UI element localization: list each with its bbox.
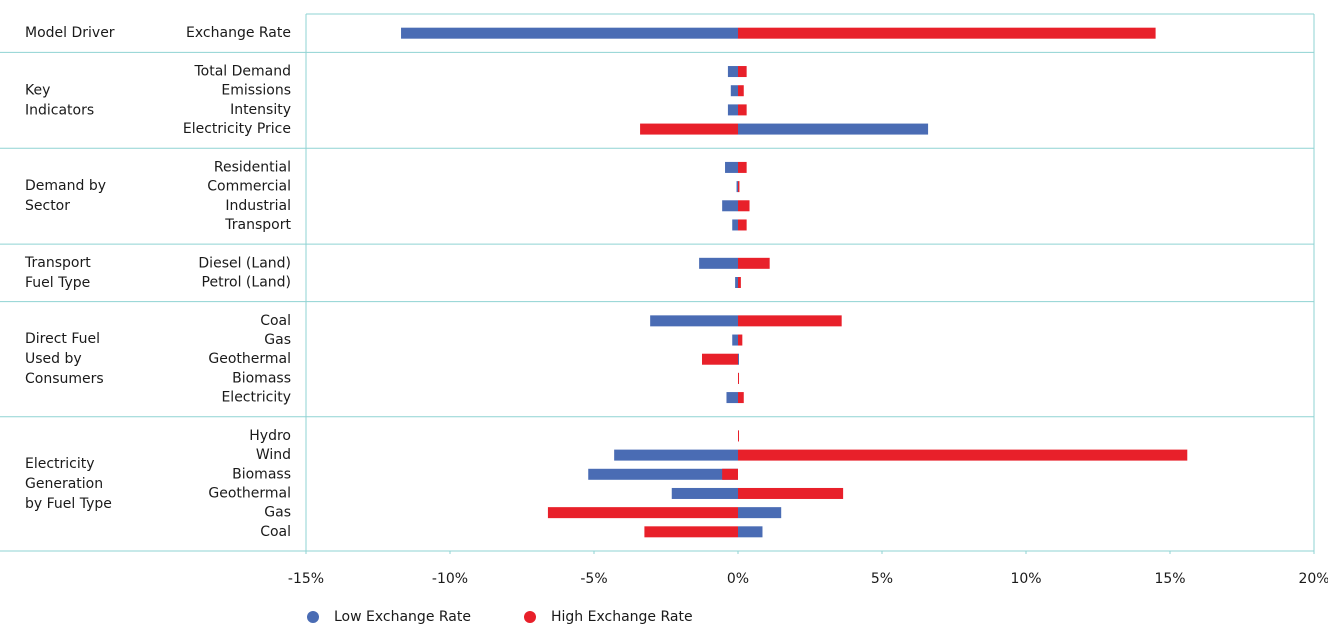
x-tick-label: -15% <box>288 571 324 587</box>
category-label: Gas <box>264 332 291 348</box>
bar <box>738 181 740 193</box>
legend-marker <box>307 611 319 623</box>
bar <box>738 104 747 116</box>
category-label: Electricity <box>221 390 291 406</box>
bar <box>722 200 738 212</box>
bar <box>644 526 738 538</box>
group-label: Used by <box>25 351 82 367</box>
bar <box>640 123 738 135</box>
bar <box>738 315 842 327</box>
bar <box>650 315 738 327</box>
category-label: Biomass <box>232 370 291 386</box>
bar <box>732 219 738 231</box>
category-label: Coal <box>260 313 291 329</box>
category-label: Intensity <box>230 102 291 118</box>
bar <box>722 468 738 480</box>
group-label: Indicators <box>25 102 94 118</box>
bar <box>738 353 739 365</box>
x-tick-label: 10% <box>1010 571 1041 587</box>
bar <box>738 257 770 269</box>
bar <box>725 161 738 173</box>
bar <box>738 161 747 173</box>
group-label: Generation <box>25 476 103 492</box>
bar <box>727 66 738 78</box>
category-label: Biomass <box>232 466 291 482</box>
bar <box>738 507 782 519</box>
bar <box>738 430 739 442</box>
category-label: Residential <box>214 159 291 175</box>
bar <box>738 449 1188 461</box>
group-label: Fuel Type <box>25 275 90 291</box>
category-label: Diesel (Land) <box>198 255 291 271</box>
group-label: Sector <box>25 198 70 214</box>
bar <box>738 372 739 384</box>
group-label: Electricity <box>25 456 95 472</box>
bar <box>738 123 929 135</box>
bar <box>671 487 738 499</box>
bar <box>699 257 738 269</box>
x-tick-label: -5% <box>580 571 607 587</box>
category-label: Petrol (Land) <box>202 275 291 291</box>
bar <box>738 27 1156 39</box>
x-tick-label: 15% <box>1154 571 1185 587</box>
bar <box>730 85 738 97</box>
bar <box>736 181 738 193</box>
category-label: Electricity Price <box>183 121 291 137</box>
bar <box>614 449 738 461</box>
group-label: Key <box>25 82 50 98</box>
category-label: Hydro <box>249 428 291 444</box>
group-label: by Fuel Type <box>25 496 112 512</box>
category-label: Coal <box>260 524 291 540</box>
bar <box>738 85 744 97</box>
category-label: Emissions <box>221 83 291 99</box>
x-tick-label: 20% <box>1298 571 1328 587</box>
group-label: Consumers <box>25 371 104 387</box>
legend-label: High Exchange Rate <box>551 609 693 624</box>
bar <box>588 468 738 480</box>
bar <box>738 277 741 288</box>
category-label: Gas <box>264 505 291 521</box>
legend-label: Low Exchange Rate <box>334 609 471 624</box>
bar <box>735 277 738 288</box>
bar <box>738 66 747 78</box>
category-label: Geothermal <box>208 351 291 367</box>
bar <box>726 392 738 404</box>
category-label: Transport <box>224 217 291 233</box>
x-tick-label: 5% <box>871 571 893 587</box>
group-label: Model Driver <box>25 25 115 41</box>
category-label: Exchange Rate <box>186 25 291 41</box>
bar <box>738 334 743 346</box>
category-label: Total Demand <box>193 64 291 80</box>
bar <box>547 507 738 519</box>
bar <box>727 104 738 116</box>
legend-marker <box>524 611 536 623</box>
bar <box>401 27 738 39</box>
group-label: Transport <box>24 255 91 271</box>
bar <box>732 334 738 346</box>
category-label: Industrial <box>225 198 291 214</box>
category-label: Commercial <box>207 179 291 195</box>
x-tick-label: -10% <box>432 571 468 587</box>
bar <box>702 353 738 365</box>
bar <box>738 219 747 231</box>
bar <box>738 200 750 212</box>
x-tick-label: 0% <box>727 571 749 587</box>
bar <box>738 526 763 538</box>
bar <box>738 487 844 499</box>
category-label: Wind <box>256 447 291 463</box>
category-label: Geothermal <box>208 485 291 501</box>
group-label: Direct Fuel <box>25 331 100 347</box>
bar <box>738 392 744 404</box>
group-label: Demand by <box>25 178 106 194</box>
